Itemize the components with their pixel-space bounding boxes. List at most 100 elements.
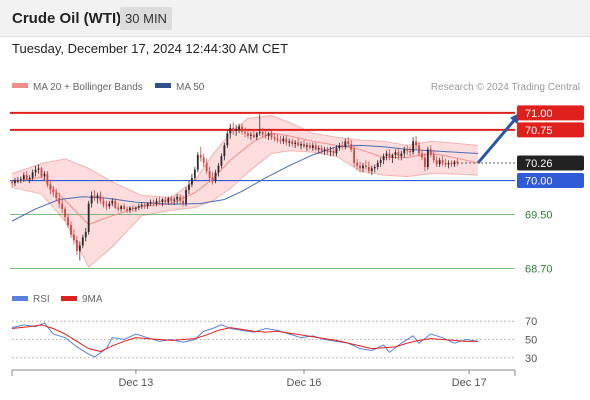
- candle: [52, 185, 55, 197]
- candle: [412, 137, 415, 155]
- candle-body: [350, 144, 353, 150]
- candle: [406, 145, 409, 155]
- main-legend: MA 20 + Bollinger Bands MA 50 Research ©…: [12, 82, 580, 93]
- candle: [93, 190, 96, 201]
- bollinger-bands-layer: [11, 115, 479, 268]
- candle-body: [123, 206, 125, 209]
- candle-body: [70, 225, 72, 235]
- candle-body: [211, 177, 214, 181]
- candle-body: [43, 173, 46, 177]
- level-label-70.75: 70.75: [525, 125, 553, 137]
- candle-body: [341, 145, 344, 147]
- candle-body: [326, 149, 329, 153]
- candle-body: [418, 145, 420, 154]
- rsi-ma-legend-swatch: [61, 296, 77, 301]
- candle-body: [294, 142, 297, 145]
- candle: [182, 195, 184, 207]
- candle: [190, 173, 193, 188]
- candle-body: [173, 199, 176, 201]
- level-label-70.00: 70.00: [525, 176, 553, 188]
- candle-body: [376, 162, 379, 168]
- candle-body: [126, 208, 128, 211]
- bollinger-band-area: [12, 115, 478, 268]
- candle: [300, 141, 302, 150]
- candle-body: [196, 154, 199, 170]
- candle-body: [238, 126, 241, 130]
- chart-timestamp: Tuesday, December 17, 2024 12:44:30 AM C…: [12, 41, 289, 56]
- candle: [362, 162, 364, 173]
- candle: [400, 150, 403, 161]
- rsi-ma-legend-label: 9MA: [82, 294, 103, 305]
- candle-body: [279, 139, 282, 142]
- candle: [444, 158, 447, 168]
- candle: [111, 198, 114, 207]
- candle-body: [347, 141, 350, 145]
- candle: [229, 123, 232, 139]
- candle-body: [338, 145, 341, 149]
- candle-body: [373, 167, 376, 169]
- candle-body: [61, 203, 64, 209]
- candle-body: [146, 203, 149, 207]
- candle: [173, 196, 176, 205]
- candle: [16, 177, 19, 184]
- candle: [241, 123, 243, 135]
- candle-body: [456, 161, 459, 163]
- candle: [214, 169, 217, 184]
- candle: [288, 138, 291, 147]
- candle-body: [193, 169, 196, 178]
- candle: [84, 227, 87, 242]
- candle: [146, 202, 149, 209]
- ma50-legend-label: MA 50: [176, 82, 205, 93]
- ma20-line: [11, 132, 479, 226]
- candle-body: [137, 206, 140, 208]
- candle-body: [220, 156, 223, 166]
- candle: [297, 138, 300, 147]
- candle: [323, 146, 326, 155]
- candle: [409, 146, 412, 157]
- timeframe-button[interactable]: 30 MIN: [120, 7, 172, 30]
- candle-body: [176, 196, 179, 200]
- candle-body: [438, 160, 441, 165]
- candle: [102, 196, 105, 208]
- candle-body: [432, 154, 435, 161]
- candle-body: [223, 145, 226, 157]
- candle: [19, 176, 22, 184]
- candle: [167, 196, 170, 205]
- candle: [450, 160, 453, 168]
- candle: [306, 142, 308, 151]
- candle: [108, 200, 111, 209]
- candle: [326, 146, 329, 155]
- candle: [353, 145, 356, 168]
- candle: [235, 125, 238, 136]
- level-label-box-71.00: [517, 105, 584, 121]
- candle: [196, 152, 199, 173]
- level-label-70.26: 70.26: [525, 158, 553, 170]
- candle: [335, 145, 338, 157]
- candle: [49, 180, 52, 195]
- candle: [344, 138, 347, 150]
- candle: [329, 146, 332, 157]
- candle-body: [19, 179, 22, 181]
- candle-body: [214, 172, 217, 181]
- candle: [129, 206, 131, 214]
- candle: [14, 177, 16, 186]
- candle-body: [323, 149, 326, 151]
- candle-body: [99, 195, 102, 201]
- candle: [81, 234, 84, 249]
- candle-body: [161, 199, 164, 203]
- attribution-text: Research © 2024 Trading Central: [431, 82, 580, 93]
- candle-body: [132, 207, 134, 209]
- candle-body: [291, 141, 294, 145]
- candle: [140, 202, 143, 209]
- candle: [202, 153, 205, 168]
- candle: [211, 172, 214, 185]
- candle: [120, 204, 123, 212]
- candle: [276, 134, 279, 143]
- candle-body: [311, 145, 314, 149]
- bollinger-lower-line: [11, 150, 479, 268]
- candle: [397, 148, 400, 161]
- candle-body: [276, 138, 279, 140]
- candle: [205, 158, 208, 174]
- candle: [447, 160, 450, 169]
- candle: [370, 165, 373, 176]
